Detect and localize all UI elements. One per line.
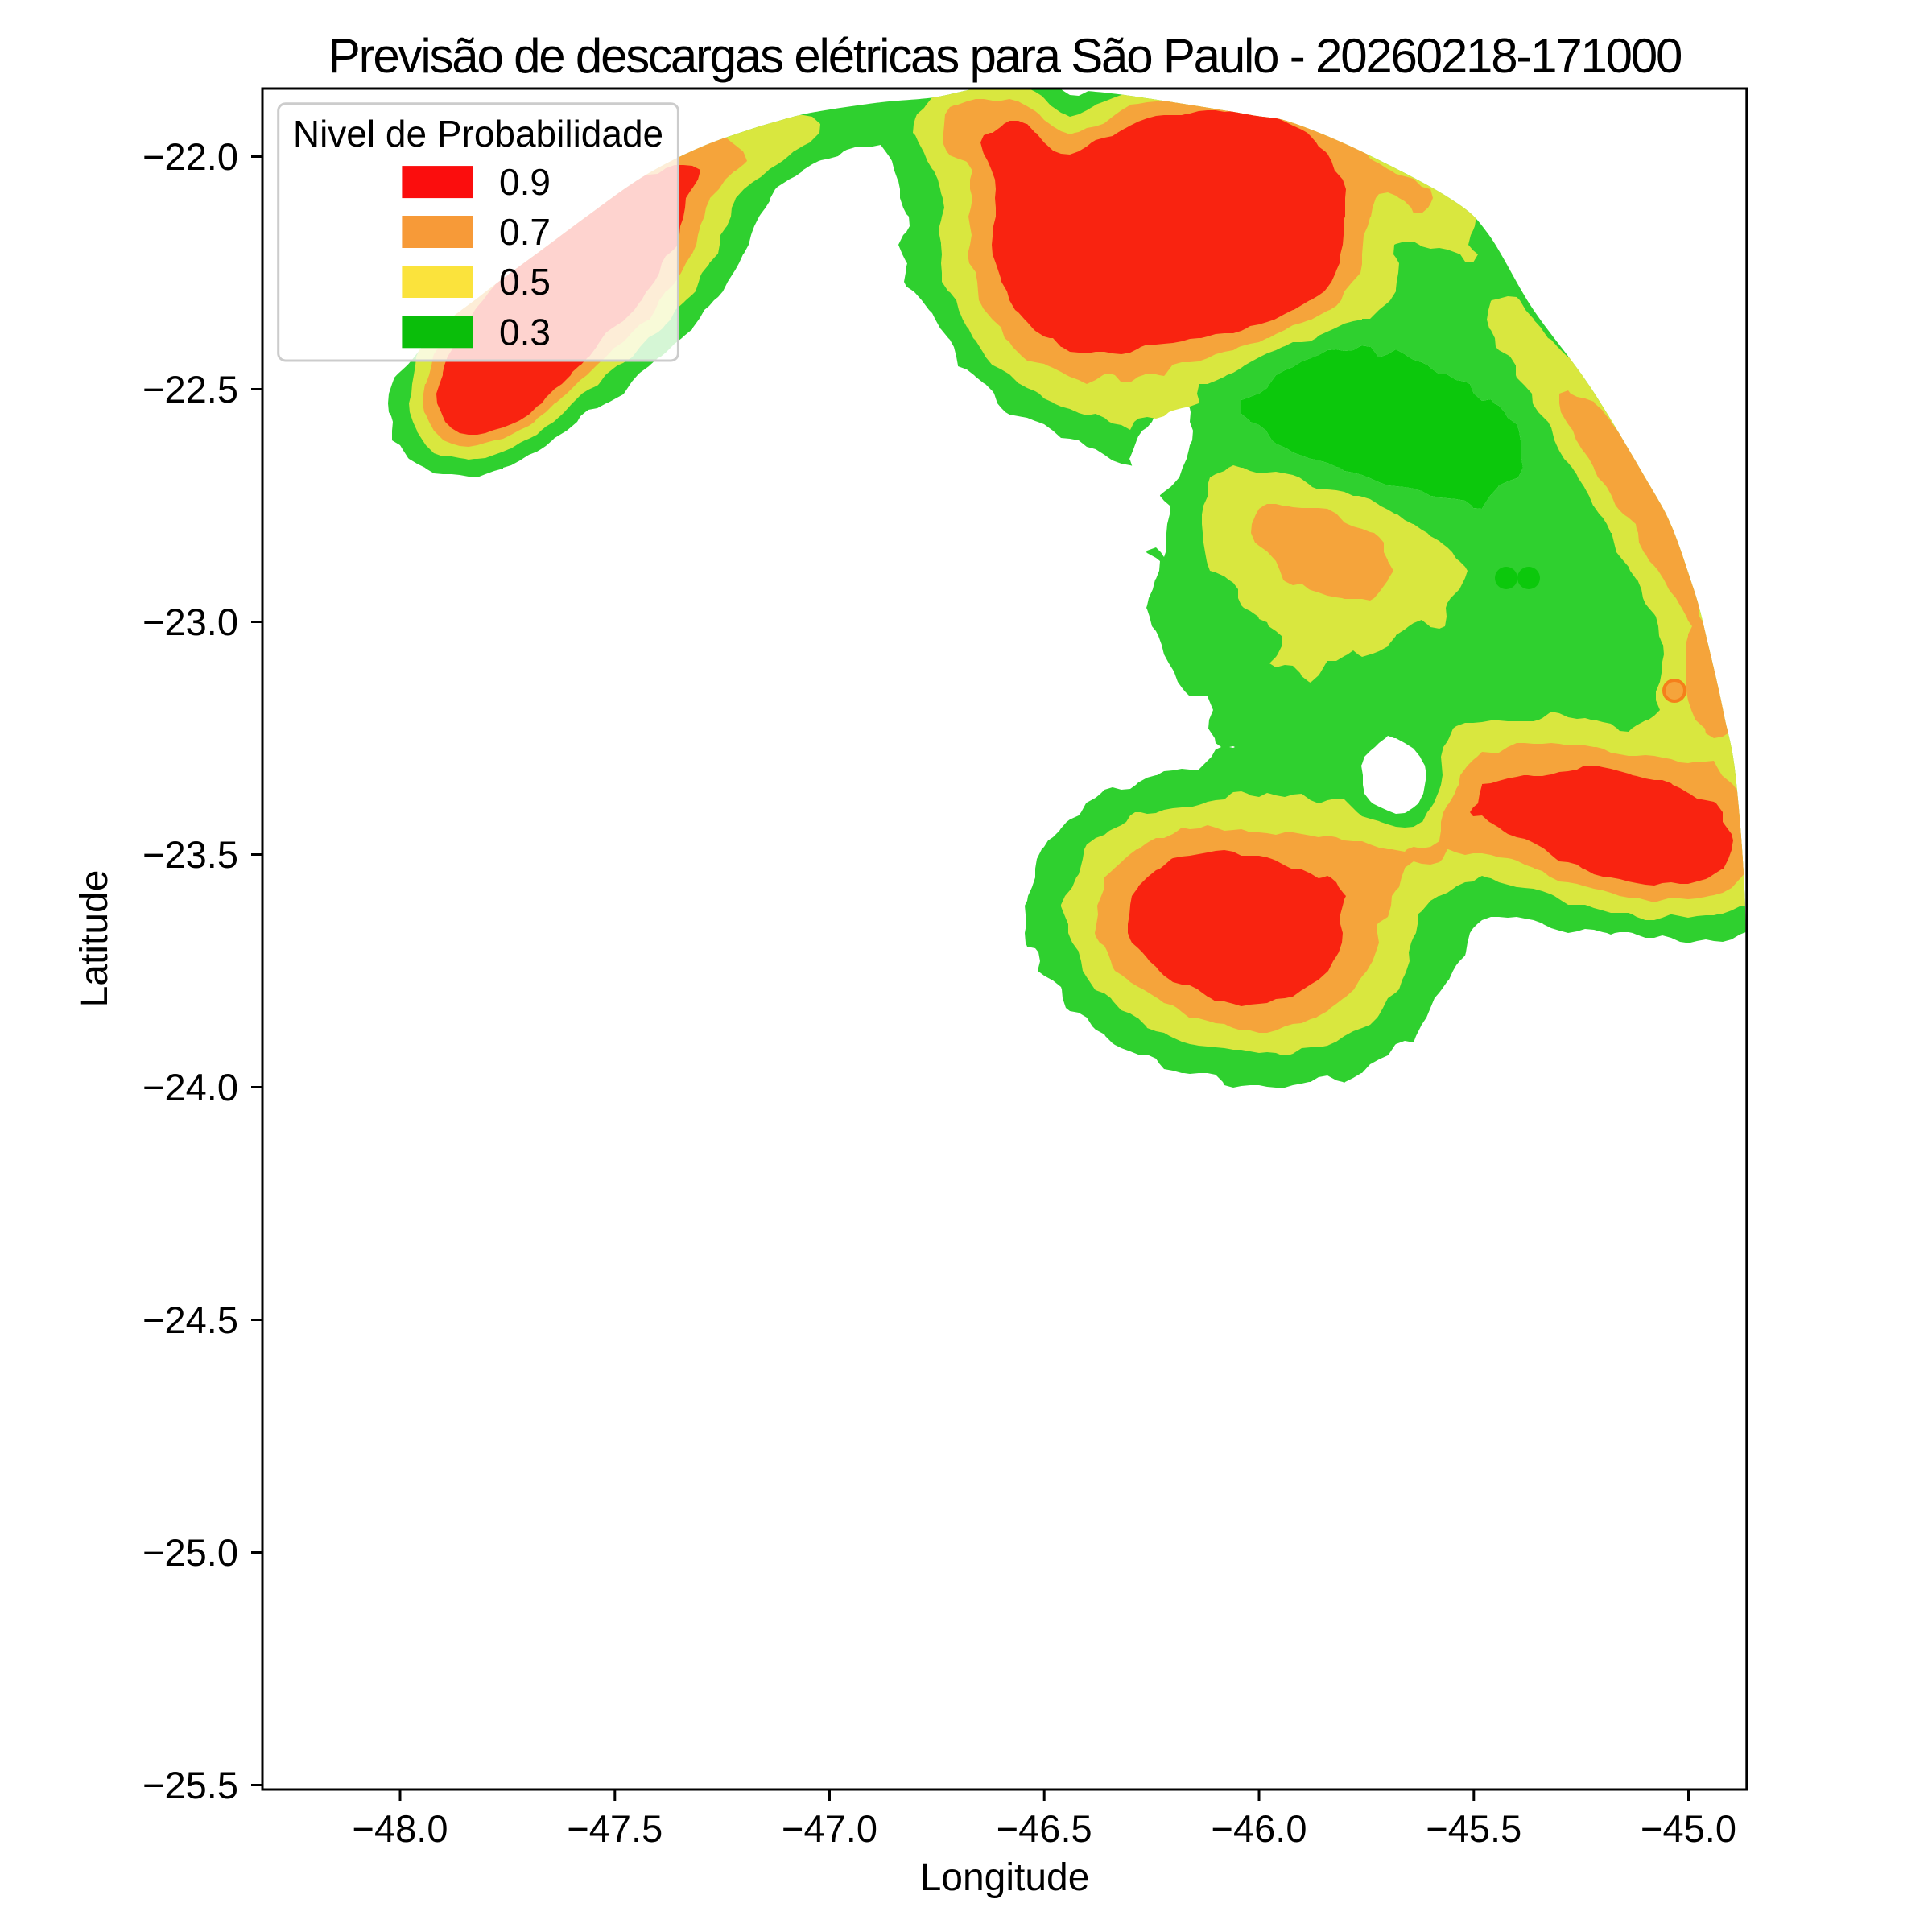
svg-text:−48.0: −48.0 bbox=[353, 1807, 448, 1850]
svg-text:−23.0: −23.0 bbox=[142, 601, 238, 643]
svg-text:−45.5: −45.5 bbox=[1426, 1807, 1521, 1850]
svg-text:−22.5: −22.5 bbox=[142, 368, 238, 411]
svg-text:−47.5: −47.5 bbox=[567, 1807, 663, 1850]
svg-text:0.9: 0.9 bbox=[499, 161, 551, 203]
svg-text:−22.0: −22.0 bbox=[142, 135, 238, 178]
svg-text:Previsão de descargas elétrica: Previsão de descargas elétricas para São… bbox=[328, 29, 1682, 83]
svg-text:−47.0: −47.0 bbox=[782, 1807, 877, 1850]
svg-text:Latitude: Latitude bbox=[73, 870, 116, 1008]
svg-text:−45.0: −45.0 bbox=[1641, 1807, 1736, 1850]
svg-text:−25.0: −25.0 bbox=[142, 1531, 238, 1574]
svg-text:Nivel de Probabilidade: Nivel de Probabilidade bbox=[293, 113, 663, 155]
svg-text:−46.0: −46.0 bbox=[1212, 1807, 1307, 1850]
svg-text:−46.5: −46.5 bbox=[997, 1807, 1092, 1850]
svg-text:−23.5: −23.5 bbox=[142, 833, 238, 876]
svg-text:0.7: 0.7 bbox=[499, 211, 551, 253]
svg-text:−24.0: −24.0 bbox=[142, 1066, 238, 1108]
svg-text:−25.5: −25.5 bbox=[142, 1764, 238, 1806]
svg-text:0.3: 0.3 bbox=[499, 311, 551, 353]
svg-text:Longitude: Longitude bbox=[920, 1856, 1090, 1899]
svg-text:−24.5: −24.5 bbox=[142, 1298, 238, 1341]
svg-text:0.5: 0.5 bbox=[499, 261, 551, 303]
